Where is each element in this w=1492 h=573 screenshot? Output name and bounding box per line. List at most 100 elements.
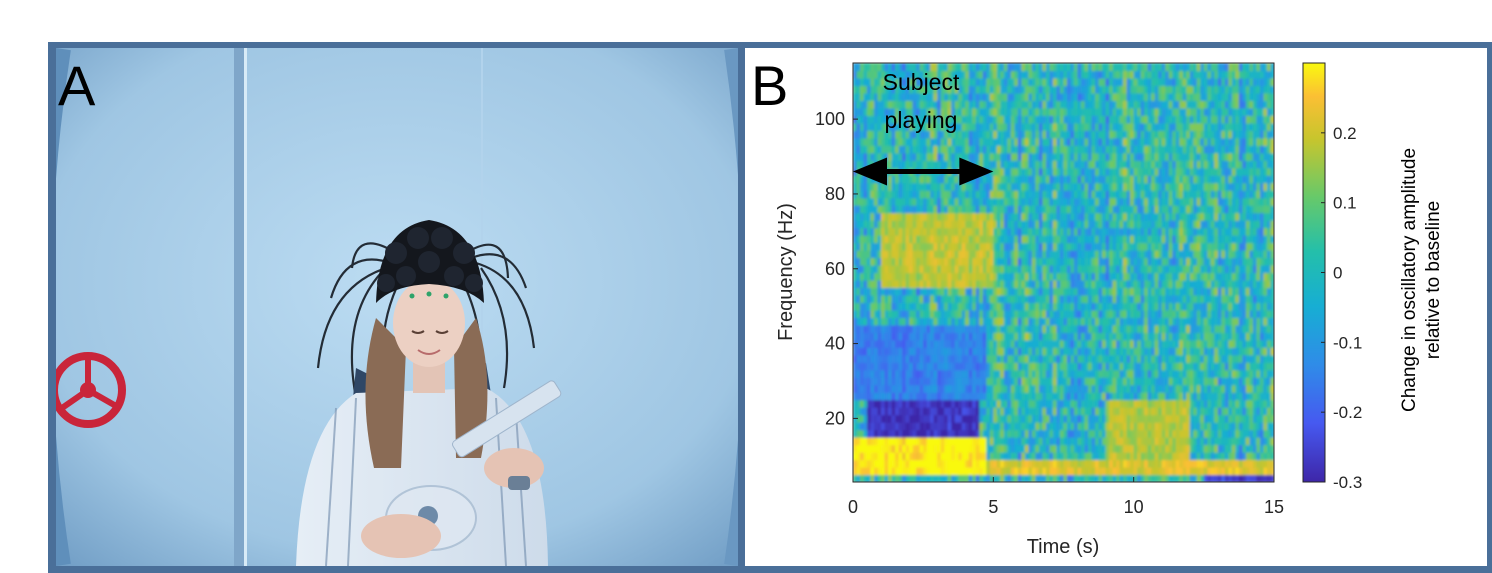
heatmap-cell	[1070, 100, 1075, 109]
heatmap-cell	[1067, 279, 1072, 289]
heatmap-cell	[1105, 422, 1110, 431]
heatmap-cell	[1126, 317, 1131, 326]
heatmap-cell	[1052, 63, 1058, 72]
heatmap-cell	[1133, 294, 1138, 304]
heatmap-cell	[1116, 279, 1121, 289]
heatmap-cell	[1123, 287, 1128, 296]
heatmap-cell	[881, 137, 886, 146]
heatmap-cell	[1161, 302, 1166, 311]
heatmap-cell	[1000, 242, 1005, 251]
heatmap-cell	[874, 324, 879, 333]
heatmap-cell	[1059, 92, 1065, 102]
heatmap-cell	[916, 437, 921, 446]
heatmap-cell	[989, 302, 994, 311]
heatmap-cell	[979, 250, 984, 259]
heatmap-cell	[856, 332, 861, 341]
heatmap-cell	[1098, 145, 1103, 154]
heatmap-cell	[1049, 77, 1054, 87]
heatmap-cell	[930, 467, 935, 476]
heatmap-cell	[947, 272, 952, 281]
heatmap-cell	[1151, 272, 1156, 281]
heatmap-cell	[1109, 160, 1114, 169]
heatmap-cell	[916, 242, 921, 251]
heatmap-cell	[982, 63, 987, 72]
heatmap-cell	[884, 272, 889, 281]
heatmap-cell	[891, 279, 896, 289]
heatmap-cell	[1095, 324, 1100, 333]
heatmap-cell	[1042, 242, 1047, 251]
heatmap-cell	[1151, 182, 1156, 191]
heatmap-cell	[1112, 324, 1117, 333]
heatmap-cell	[1151, 279, 1156, 289]
heatmap-cell	[870, 63, 875, 72]
heatmap-cell	[951, 339, 956, 348]
heatmap-cell	[940, 437, 945, 446]
heatmap-cell	[905, 444, 910, 453]
heatmap-cell	[891, 100, 896, 109]
heatmap-cell	[881, 227, 886, 236]
heatmap-cell	[1007, 107, 1012, 116]
heatmap-cell	[1052, 429, 1058, 438]
heatmap-cell	[1007, 354, 1012, 363]
heatmap-cell	[1063, 392, 1068, 401]
heatmap-cell	[1109, 70, 1114, 79]
heatmap-cell	[1007, 77, 1012, 87]
heatmap-cell	[916, 347, 921, 356]
heatmap-cell	[1130, 212, 1135, 221]
heatmap-cell	[860, 92, 865, 102]
heatmap-cell	[881, 242, 886, 251]
heatmap-cell	[1007, 115, 1012, 124]
heatmap-cell	[944, 354, 949, 363]
heatmap-cell	[898, 272, 903, 281]
heatmap-cell	[1052, 175, 1058, 184]
heatmap-cell	[979, 354, 984, 363]
heatmap-cell	[1126, 467, 1131, 476]
heatmap-cell	[1144, 347, 1149, 356]
heatmap-cell	[1067, 414, 1072, 423]
heatmap-cell	[1014, 265, 1019, 274]
heatmap-cell	[853, 130, 858, 139]
heatmap-cell	[933, 294, 938, 304]
heatmap-cell	[937, 452, 942, 461]
heatmap-cell	[933, 444, 938, 453]
heatmap-cell	[1119, 227, 1124, 236]
heatmap-cell	[856, 302, 861, 311]
heatmap-cell	[877, 392, 882, 401]
heatmap-cell	[1088, 272, 1093, 281]
heatmap-cell	[853, 63, 858, 72]
heatmap-cell	[1088, 392, 1093, 401]
heatmap-cell	[1059, 407, 1065, 416]
heatmap-cell	[884, 85, 889, 94]
heatmap-cell	[1028, 452, 1033, 461]
heatmap-cell	[986, 197, 991, 206]
heatmap-cell	[1077, 422, 1082, 431]
heatmap-cell	[877, 212, 882, 221]
heatmap-cell	[1035, 407, 1040, 416]
heatmap-cell	[1038, 429, 1044, 438]
heatmap-cell	[986, 182, 991, 191]
heatmap-cell	[975, 152, 980, 161]
heatmap-cell	[905, 369, 910, 378]
heatmap-cell	[1042, 77, 1047, 87]
heatmap-cell	[1081, 437, 1086, 446]
heatmap-cell	[891, 227, 896, 236]
heatmap-cell	[1070, 122, 1075, 131]
heatmap-cell	[856, 422, 861, 431]
heatmap-cell	[1007, 302, 1012, 311]
heatmap-cell	[972, 287, 977, 296]
heatmap-cell	[1038, 272, 1044, 281]
heatmap-cell	[895, 377, 900, 386]
heatmap-cell	[1042, 63, 1047, 72]
heatmap-cell	[1102, 444, 1107, 453]
heatmap-cell	[1010, 160, 1015, 169]
heatmap-cell	[1031, 399, 1037, 408]
heatmap-cell	[1081, 332, 1086, 341]
heatmap-cell	[1070, 294, 1075, 304]
heatmap-cell	[884, 452, 889, 461]
heatmap-cell	[884, 429, 889, 438]
heatmap-cell	[940, 212, 945, 221]
heatmap-cell	[1038, 182, 1044, 191]
heatmap-cell	[1024, 100, 1030, 109]
heatmap-cell	[874, 347, 879, 356]
